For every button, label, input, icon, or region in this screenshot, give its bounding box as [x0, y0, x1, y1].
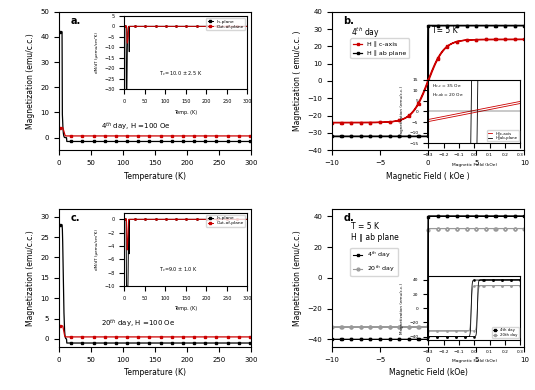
Text: 4$^{th}$ day: 4$^{th}$ day	[351, 26, 380, 40]
Y-axis label: Magnetization (emu/c.c.): Magnetization (emu/c.c.)	[26, 230, 35, 326]
Text: d.: d.	[343, 213, 354, 223]
Text: T = 5 K: T = 5 K	[351, 222, 379, 231]
Text: a.: a.	[71, 16, 81, 26]
Legend: 4$^{th}$ day, 20$^{th}$ day: 4$^{th}$ day, 20$^{th}$ day	[350, 248, 398, 277]
X-axis label: Temperature (K): Temperature (K)	[124, 172, 186, 181]
Text: b.: b.	[343, 16, 354, 26]
X-axis label: Magnetic Field (kOe): Magnetic Field (kOe)	[389, 369, 468, 378]
X-axis label: Magnetic Field ( kOe ): Magnetic Field ( kOe )	[386, 172, 470, 181]
Text: 4$^{th}$ day, H =100 Oe: 4$^{th}$ day, H =100 Oe	[101, 120, 171, 132]
Text: H ∥ ab plane: H ∥ ab plane	[351, 234, 399, 243]
Legend: H ∥ c-axis, H ∥ ab plane: H ∥ c-axis, H ∥ ab plane	[350, 38, 409, 58]
Text: c.: c.	[71, 213, 80, 223]
X-axis label: Temperature (K): Temperature (K)	[124, 369, 186, 378]
Text: T= 5 K: T= 5 K	[432, 26, 457, 35]
Text: 20$^{th}$ day, H =100 Oe: 20$^{th}$ day, H =100 Oe	[101, 317, 175, 329]
Y-axis label: Magnetization ( emu/c.c. ): Magnetization ( emu/c.c. )	[293, 31, 302, 131]
Y-axis label: Magnetization (emu/c.c.): Magnetization (emu/c.c.)	[293, 230, 302, 326]
Y-axis label: Magnetization (emu/c.c.): Magnetization (emu/c.c.)	[26, 33, 35, 129]
